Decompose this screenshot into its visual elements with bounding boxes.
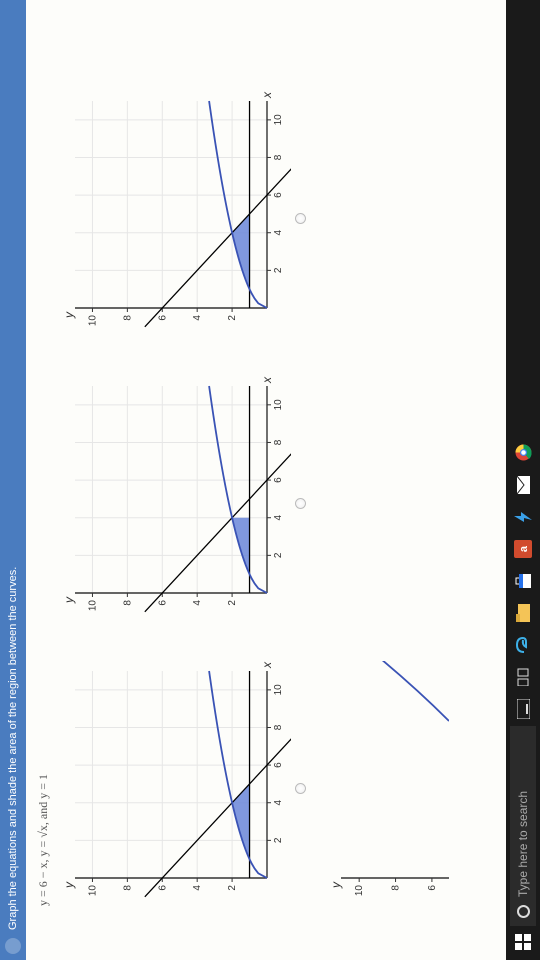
svg-text:10: 10 bbox=[87, 315, 98, 327]
svg-text:8: 8 bbox=[273, 439, 284, 445]
svg-text:6: 6 bbox=[157, 600, 168, 606]
svg-text:10: 10 bbox=[273, 114, 284, 126]
taskbar: Type here to search a bbox=[506, 0, 540, 960]
chart-option-4-partial: y 10 8 6 bbox=[329, 14, 452, 916]
svg-text:6: 6 bbox=[157, 885, 168, 891]
search-placeholder: Type here to search bbox=[516, 791, 530, 897]
svg-text:10: 10 bbox=[87, 885, 98, 897]
search-icon bbox=[517, 905, 530, 918]
svg-text:6: 6 bbox=[157, 315, 168, 321]
question-header: Graph the equations and shade the area o… bbox=[0, 0, 26, 960]
mail-icon[interactable] bbox=[509, 470, 537, 500]
svg-text:y: y bbox=[62, 881, 76, 889]
svg-text:6: 6 bbox=[273, 477, 284, 483]
taskbar-search[interactable]: Type here to search bbox=[510, 726, 536, 926]
radio-2[interactable] bbox=[295, 498, 306, 509]
svg-text:8: 8 bbox=[273, 724, 284, 730]
svg-text:4: 4 bbox=[273, 515, 284, 521]
chart-option-1[interactable]: 2 4 6 8 10 2 4 6 8 10 x y bbox=[61, 661, 309, 916]
svg-text:2: 2 bbox=[227, 315, 238, 321]
task-view-icon[interactable] bbox=[509, 662, 537, 692]
chrome-icon[interactable] bbox=[509, 438, 537, 468]
svg-text:8: 8 bbox=[122, 315, 133, 321]
svg-text:10: 10 bbox=[273, 399, 284, 411]
svg-text:4: 4 bbox=[273, 230, 284, 236]
svg-text:8: 8 bbox=[391, 885, 402, 891]
radio-3[interactable] bbox=[295, 213, 306, 224]
svg-text:2: 2 bbox=[227, 885, 238, 891]
svg-text:2: 2 bbox=[273, 267, 284, 273]
edge-icon[interactable] bbox=[509, 630, 537, 660]
svg-text:4: 4 bbox=[273, 800, 284, 806]
store-icon[interactable] bbox=[509, 566, 537, 596]
chart-option-3[interactable]: 2 4 6 8 10 2 4 6 8 10 x y bbox=[61, 91, 309, 346]
equations-text: y = 6 − x, y = √x, and y = 1 bbox=[36, 14, 51, 906]
svg-text:6: 6 bbox=[273, 192, 284, 198]
start-button[interactable] bbox=[509, 928, 537, 956]
radio-1[interactable] bbox=[295, 783, 306, 794]
svg-text:4: 4 bbox=[192, 315, 203, 321]
svg-text:4: 4 bbox=[192, 885, 203, 891]
keyboard-icon[interactable] bbox=[509, 694, 537, 724]
svg-text:x: x bbox=[260, 661, 274, 669]
svg-text:y: y bbox=[329, 881, 343, 889]
header-icon bbox=[5, 938, 21, 954]
chart-option-2[interactable]: 2 4 6 8 10 2 4 6 8 10 x y bbox=[61, 376, 309, 631]
svg-text:2: 2 bbox=[273, 837, 284, 843]
svg-text:6: 6 bbox=[273, 762, 284, 768]
svg-text:x: x bbox=[260, 91, 274, 99]
file-explorer-icon[interactable] bbox=[509, 598, 537, 628]
svg-text:10: 10 bbox=[354, 885, 365, 897]
svg-text:6: 6 bbox=[427, 885, 438, 891]
svg-text:10: 10 bbox=[87, 600, 98, 612]
svg-text:x: x bbox=[260, 376, 274, 384]
svg-text:y: y bbox=[62, 596, 76, 604]
svg-text:2: 2 bbox=[227, 600, 238, 606]
svg-text:4: 4 bbox=[192, 600, 203, 606]
svg-text:2: 2 bbox=[273, 552, 284, 558]
app-icon-a[interactable]: a bbox=[509, 534, 537, 564]
svg-text:10: 10 bbox=[273, 684, 284, 696]
svg-text:8: 8 bbox=[122, 885, 133, 891]
svg-text:8: 8 bbox=[273, 154, 284, 160]
lightning-icon[interactable] bbox=[509, 502, 537, 532]
question-title: Graph the equations and shade the area o… bbox=[7, 567, 19, 930]
svg-text:a: a bbox=[518, 545, 530, 552]
content-area: y = 6 − x, y = √x, and y = 1 2 4 6 8 10 2 4 6 8 1… bbox=[26, 0, 506, 960]
chart-options-row: 2 4 6 8 10 2 4 6 8 10 x y 2 4 6 8 10 2 4 6 8 10 x y 2 4 6 8 10 2 4 6 8… bbox=[61, 14, 309, 916]
svg-text:y: y bbox=[62, 311, 76, 319]
svg-text:8: 8 bbox=[122, 600, 133, 606]
